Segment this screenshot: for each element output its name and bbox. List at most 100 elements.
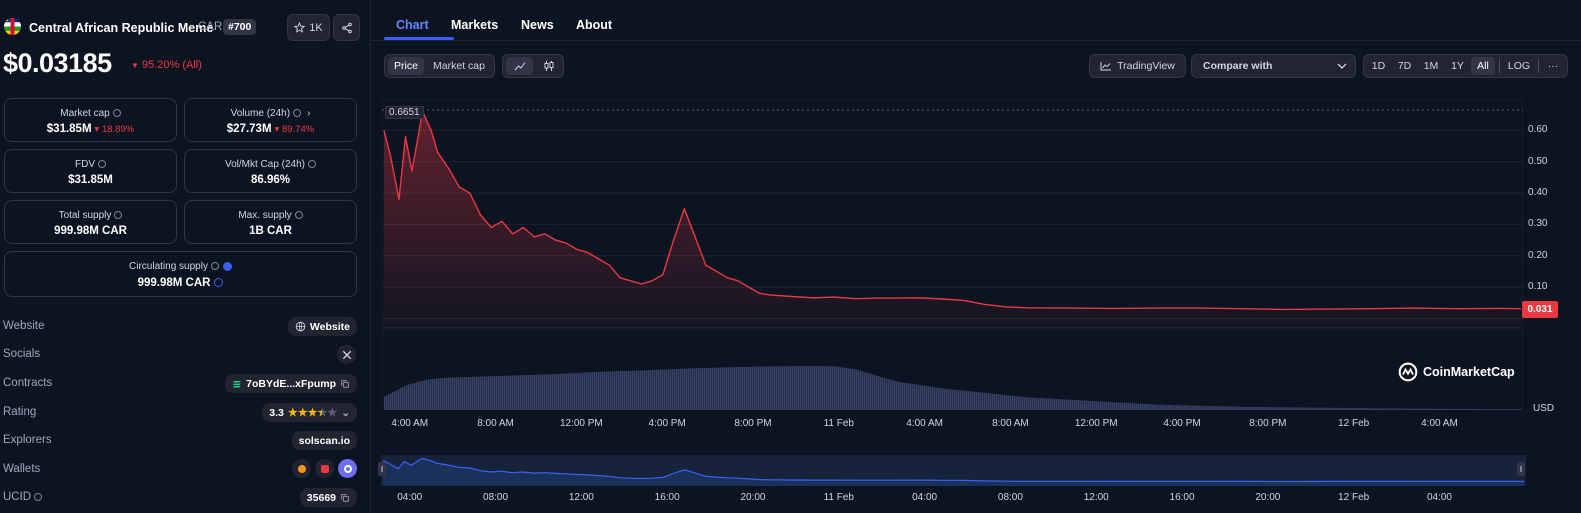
copy-icon[interactable] xyxy=(340,493,350,503)
more-options-button[interactable]: ··· xyxy=(1547,60,1559,72)
stat-volume-24h[interactable]: Volume (24h) › $27.73M ▾ 89.74% xyxy=(184,98,357,142)
volume-bar xyxy=(1242,406,1244,410)
info-icon[interactable] xyxy=(308,160,317,169)
range-7d[interactable]: 7D xyxy=(1397,60,1412,72)
divider xyxy=(371,40,1581,41)
volume-bar xyxy=(398,389,400,410)
volume-bar xyxy=(1346,407,1348,410)
volume-bar xyxy=(1394,408,1396,410)
volume-bar xyxy=(630,370,632,410)
volume-bar xyxy=(962,390,964,410)
explorer-link[interactable]: solscan.io xyxy=(291,431,357,450)
watchlist-button[interactable]: 1K xyxy=(287,14,330,41)
solana-icon xyxy=(232,380,241,387)
coin-logo-icon xyxy=(4,18,21,35)
candle-chart-button[interactable] xyxy=(535,57,562,75)
volume-bar xyxy=(1090,400,1092,410)
divider xyxy=(1499,59,1500,73)
range-1y[interactable]: 1Y xyxy=(1451,60,1464,72)
market-cap-button[interactable]: Market cap xyxy=(433,60,485,72)
range-1m[interactable]: 1M xyxy=(1423,60,1439,72)
info-icon[interactable] xyxy=(114,211,123,220)
range-1d[interactable]: 1D xyxy=(1371,60,1386,72)
navigator-tick-label: 16:00 xyxy=(1169,492,1195,503)
volume-bar xyxy=(1036,397,1038,410)
info-icon[interactable] xyxy=(210,262,219,271)
ucid-value[interactable]: 35669 xyxy=(299,488,357,507)
volume-bar xyxy=(758,366,760,410)
line-chart-button[interactable] xyxy=(506,57,533,75)
x-social-link[interactable] xyxy=(337,345,356,364)
volume-bar xyxy=(1240,406,1242,410)
range-all[interactable]: All xyxy=(1471,57,1495,75)
wallet-2-icon[interactable] xyxy=(315,459,334,478)
volume-bar xyxy=(1094,401,1096,410)
tab-about[interactable]: About xyxy=(576,18,613,32)
volume-bar xyxy=(1152,404,1154,410)
info-icon[interactable] xyxy=(112,109,121,118)
volume-bar xyxy=(730,367,732,410)
stat-label: Market cap xyxy=(5,108,176,119)
rating-dropdown[interactable]: 3.3 ★★★★★ ⌄ xyxy=(262,403,357,422)
volume-bar xyxy=(906,383,908,410)
wallet-1-icon[interactable] xyxy=(292,459,311,478)
price-chart[interactable] xyxy=(382,99,1523,410)
stat-value: $31.85M xyxy=(68,174,113,186)
info-icon[interactable] xyxy=(294,211,303,220)
y-axis-unit: USD xyxy=(1533,403,1555,414)
volume-bar xyxy=(1264,407,1266,410)
volume-bar xyxy=(638,370,640,410)
volume-bar xyxy=(1220,406,1222,410)
volume-bar xyxy=(1360,408,1362,410)
volume-bar xyxy=(754,366,756,410)
volume-bar xyxy=(692,368,694,410)
wallet-3-icon[interactable] xyxy=(338,459,357,478)
volume-bar xyxy=(1454,408,1456,410)
tab-markets[interactable]: Markets xyxy=(451,18,499,32)
volume-bar xyxy=(820,366,822,410)
tab-chart[interactable]: Chart xyxy=(396,18,429,32)
navigator-right-handle[interactable]: ‖ xyxy=(1517,462,1525,476)
volume-bar xyxy=(1328,407,1330,410)
range-navigator[interactable] xyxy=(381,455,1526,486)
coinmarketcap-watermark: CoinMarketCap xyxy=(1398,362,1515,382)
volume-bar xyxy=(1124,402,1126,410)
volume-bar xyxy=(1282,407,1284,410)
row-label: Website xyxy=(3,320,45,332)
navigator-tick-label: 04:00 xyxy=(912,492,938,503)
volume-bar xyxy=(1308,407,1310,410)
price-button[interactable]: Price xyxy=(388,57,424,75)
volume-bar xyxy=(944,388,946,410)
tradingview-button[interactable]: TradingView xyxy=(1089,54,1186,78)
navigator-tick-label: 12 Feb xyxy=(1338,492,1370,503)
volume-bar xyxy=(784,366,786,410)
volume-bar xyxy=(938,387,940,410)
share-button[interactable] xyxy=(333,14,360,41)
info-icon[interactable] xyxy=(34,492,43,501)
website-link[interactable]: Website xyxy=(287,317,357,336)
volume-bar xyxy=(410,384,412,410)
volume-bar xyxy=(1244,406,1246,410)
info-icon[interactable] xyxy=(98,160,106,169)
copy-icon[interactable] xyxy=(340,379,350,389)
volume-bar xyxy=(562,373,564,410)
volume-bar xyxy=(878,376,880,410)
volume-bar xyxy=(908,383,910,410)
volume-bar xyxy=(612,371,614,410)
volume-bar xyxy=(1038,397,1040,410)
volume-bar xyxy=(582,372,584,410)
volume-bar xyxy=(1356,408,1358,410)
volume-bar xyxy=(1056,398,1058,410)
contract-address[interactable]: 7oBYdE...xFpump xyxy=(225,374,357,393)
navigator-left-handle[interactable]: ‖ xyxy=(378,462,386,476)
info-icon[interactable] xyxy=(293,109,302,118)
volume-bar xyxy=(888,379,890,410)
compare-dropdown[interactable]: Compare with xyxy=(1191,54,1356,78)
volume-bar xyxy=(966,390,968,410)
volume-bar xyxy=(518,375,520,410)
volume-bar xyxy=(542,374,544,410)
volume-bar xyxy=(1286,407,1288,410)
log-scale-button[interactable]: LOG xyxy=(1507,60,1531,72)
tab-news[interactable]: News xyxy=(521,18,554,32)
volume-bar xyxy=(1450,408,1452,410)
